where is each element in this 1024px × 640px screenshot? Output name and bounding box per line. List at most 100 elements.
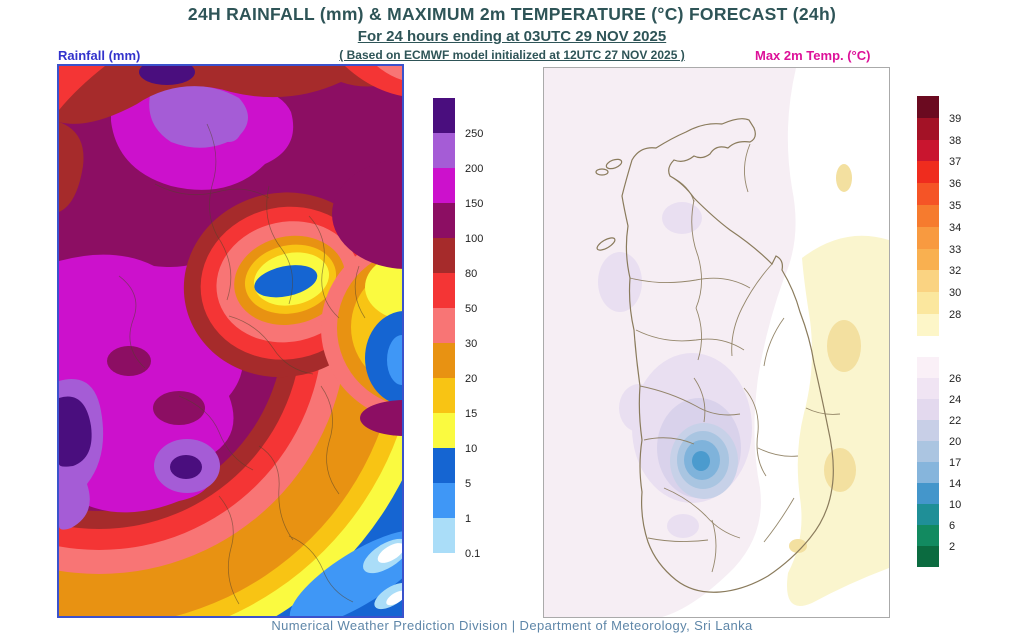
legend-swatch: [917, 248, 939, 271]
legend-swatch: [433, 518, 455, 553]
legend-box: 20: [433, 343, 477, 385]
legend-swatch: [433, 378, 455, 413]
legend-box: 22: [917, 399, 961, 427]
legend-label: 28: [949, 308, 962, 321]
legend-box: 36: [917, 161, 961, 190]
legend-box: 1: [433, 483, 471, 525]
legend-box: 6: [917, 504, 955, 532]
legend-box: 200: [433, 133, 483, 175]
legend-label: 150: [465, 198, 484, 210]
valid-time-subtitle: For 24 hours ending at 03UTC 29 NOV 2025: [357, 28, 667, 45]
legend-box: 80: [433, 238, 477, 280]
legend-label: 33: [949, 243, 962, 256]
legend-box: 10: [917, 483, 961, 511]
legend-swatch: [917, 462, 939, 483]
legend-box: 150: [433, 168, 483, 210]
legend-label: 14: [949, 478, 962, 490]
legend-box: 26: [917, 357, 961, 385]
legend-label: 38: [949, 134, 962, 147]
legend-swatch: [917, 183, 939, 205]
model-init-subtitle: ( Based on ECMWF model initialized at 12…: [339, 48, 685, 62]
legend-label: 2: [949, 541, 956, 553]
legend-box: 100: [433, 203, 483, 245]
legend-swatch: [917, 441, 939, 462]
legend-label: 39: [949, 112, 962, 125]
legend-swatch: [917, 161, 939, 184]
legend-box: 34: [917, 204, 961, 234]
legend-swatch: [917, 117, 939, 140]
legend-label: 5: [465, 478, 472, 490]
legend-box: 20: [917, 420, 961, 448]
legend-label: 22: [949, 415, 962, 427]
rainfall-top-bands: [59, 66, 402, 212]
legend-label: 0.1: [465, 548, 481, 560]
legend-swatch: [917, 96, 939, 118]
legend-label: 250: [465, 128, 484, 140]
legend-swatch: [917, 139, 939, 162]
legend-box: [917, 313, 939, 336]
legend-box: 17: [917, 441, 961, 469]
temperature-map-label: Max 2m Temp. (°C): [755, 48, 871, 63]
legend-label: 20: [465, 373, 478, 385]
legend-label: 37: [949, 156, 962, 169]
legend-swatch: [433, 168, 455, 203]
legend-swatch: [917, 420, 939, 441]
legend-box: 0.1: [433, 518, 480, 560]
legend-box: 35: [917, 183, 961, 212]
legend-swatch: [917, 292, 939, 314]
legend-swatch: [917, 525, 939, 546]
legend-box: [917, 546, 939, 567]
legend-label: 24: [949, 394, 962, 406]
coastline: [595, 118, 834, 593]
title-block: 24H RAINFALL (mm) & MAXIMUM 2m TEMPERATU…: [0, 4, 1024, 62]
legend-swatch: [433, 413, 455, 448]
legend-label: 10: [949, 499, 962, 511]
legend-box: 28: [917, 292, 961, 321]
legend-label: 15: [465, 408, 478, 420]
legend-swatch: [433, 238, 455, 273]
legend-swatch: [433, 98, 455, 133]
legend-label: 30: [949, 287, 962, 300]
rainfall-right-edge: [321, 159, 402, 436]
legend-swatch: [917, 378, 939, 399]
rainfall-map-label: Rainfall (mm): [58, 48, 141, 63]
legend-swatch: [433, 273, 455, 308]
legend-swatch: [433, 448, 455, 483]
legend-swatch: [917, 204, 939, 227]
district-boundaries: [629, 143, 841, 573]
legend-box: 33: [917, 226, 961, 256]
rainfall-contour-plot: [59, 66, 402, 616]
legend-box: 32: [917, 248, 961, 277]
legend-label: 50: [465, 303, 478, 315]
page-title: 24H RAINFALL (mm) & MAXIMUM 2m TEMPERATU…: [187, 4, 837, 24]
legend-box: 250: [433, 98, 483, 140]
legend-label: 32: [949, 265, 962, 278]
legend-label: 100: [465, 233, 484, 245]
legend-swatch: [917, 313, 939, 336]
legend-box: 39: [917, 96, 961, 125]
rainfall-map: [57, 64, 404, 618]
legend-swatch: [917, 546, 939, 567]
rainfall-north-blob: [111, 68, 294, 190]
legend-box: 38: [917, 117, 961, 147]
legend-label: 6: [949, 520, 956, 532]
legend-box: 5: [433, 448, 471, 490]
legend-swatch: [917, 270, 939, 293]
legend-swatch: [917, 483, 939, 504]
legend-label: 34: [949, 221, 962, 234]
rainfall-legend: 250 200 150 100 80 50 30 20 15 10 5 1 0.1: [433, 98, 483, 560]
legend-label: 10: [465, 443, 478, 455]
legend-swatch: [917, 357, 939, 378]
temperature-legend-lower: 26 24 22 20 17 14 10 6 2: [917, 357, 961, 567]
district-boundaries: [118, 123, 366, 605]
legend-swatch: [433, 343, 455, 378]
legend-label: 20: [949, 436, 962, 448]
legend-swatch: [917, 504, 939, 525]
legend-box: 24: [917, 378, 961, 406]
legend-box: 30: [917, 270, 961, 299]
legend-box: 50: [433, 273, 477, 315]
legend-swatch: [433, 308, 455, 343]
temperature-contour-plot: [544, 68, 889, 617]
legend-label: 1: [465, 513, 472, 525]
